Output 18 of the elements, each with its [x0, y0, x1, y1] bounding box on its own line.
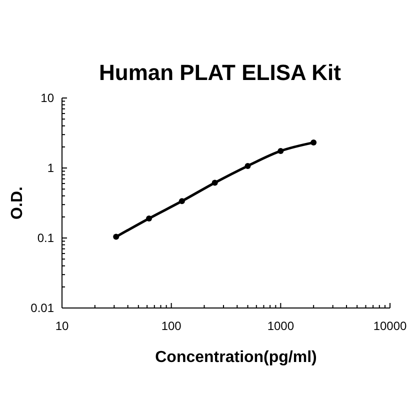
x-axis-title: Concentration(pg/ml): [155, 349, 317, 366]
chart-title: Human PLAT ELISA Kit: [99, 60, 342, 85]
x-tick-label: 10000: [373, 319, 408, 333]
point: [278, 148, 284, 154]
point: [146, 215, 152, 222]
y-tick-label: 10: [40, 91, 54, 105]
y-tick-label: 1: [47, 161, 54, 175]
point: [310, 140, 317, 146]
point: [212, 180, 218, 186]
x-tick-label: 1000: [267, 319, 294, 333]
x-tick-label: 10: [55, 319, 69, 333]
point: [178, 198, 185, 204]
y-axis-title: O.D.: [9, 186, 26, 220]
y-tick-label: 0.1: [37, 231, 54, 245]
y-tick-label: 0.01: [30, 301, 54, 315]
point: [113, 234, 120, 240]
point: [244, 162, 251, 169]
x-tick-label: 100: [161, 319, 182, 333]
